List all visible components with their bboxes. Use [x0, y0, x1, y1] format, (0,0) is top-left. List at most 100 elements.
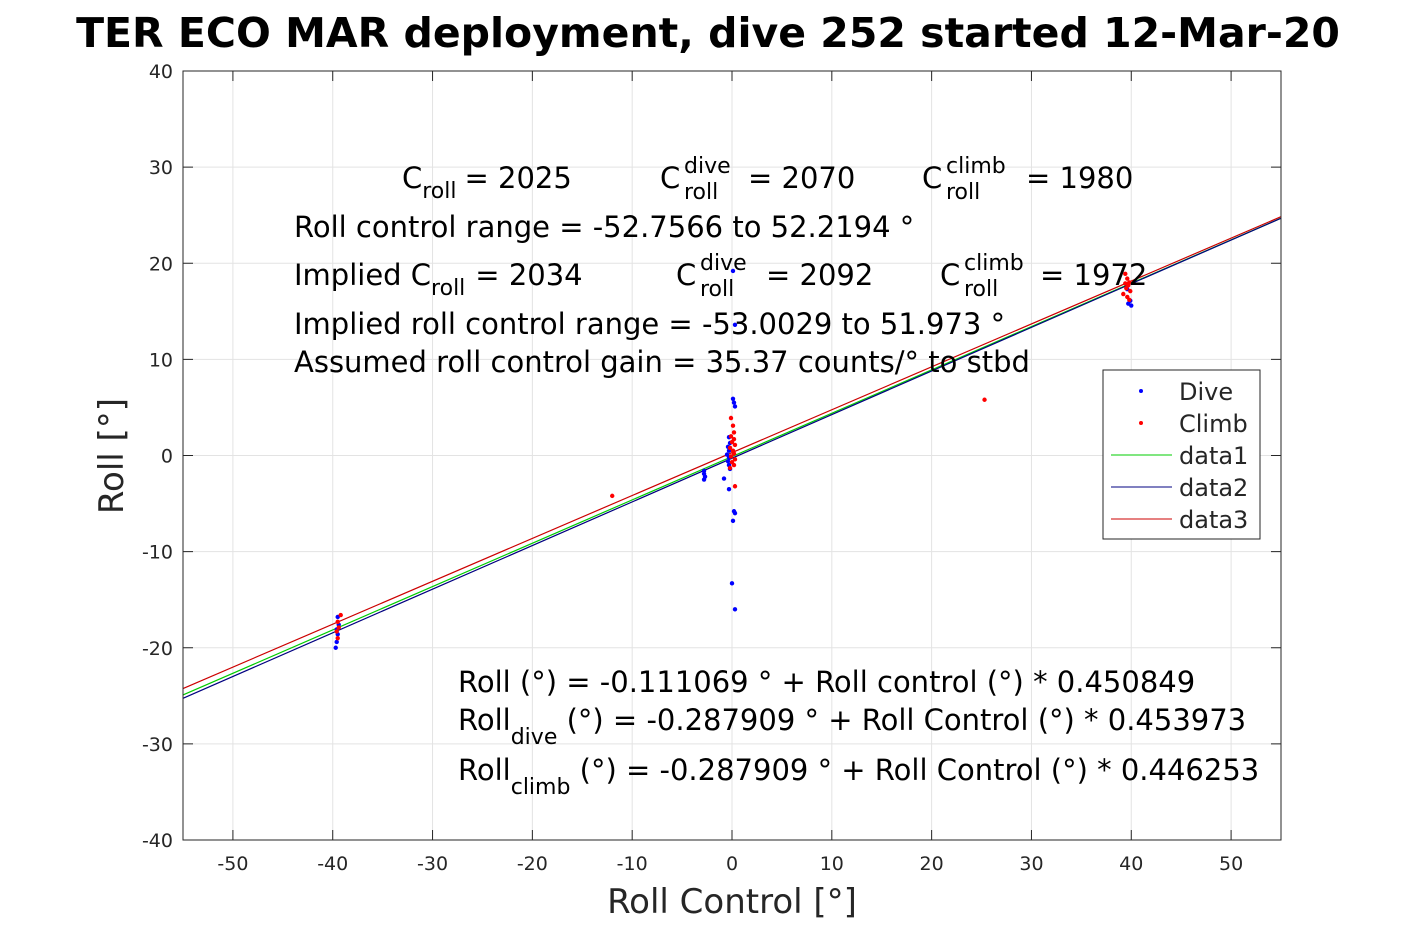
implied-c-roll-dive-sub: roll	[700, 277, 734, 302]
implied-c-roll-climb-sup: climb	[964, 251, 1024, 276]
climb-point	[731, 462, 737, 468]
climb-point	[727, 445, 733, 451]
x-tick-label: 50	[1219, 853, 1243, 875]
climb-point	[1127, 297, 1132, 302]
dive-point	[334, 639, 339, 645]
y-tick-label: 40	[149, 61, 173, 83]
c-roll-dive-sub: roll	[684, 180, 718, 205]
climb-point	[334, 629, 339, 634]
climb-point	[728, 434, 734, 439]
legend-climb-label: Climb	[1179, 410, 1248, 438]
x-tick-label: -10	[617, 853, 648, 875]
x-axis-label: Roll Control [°]	[607, 882, 857, 922]
calibration-annotations: Croll = 2025 C dive roll = 2070 C climb r…	[294, 154, 1147, 379]
climb-point	[1123, 271, 1128, 277]
climb-point	[982, 397, 987, 402]
implied-c-roll-dive-value: = 2092	[766, 258, 873, 292]
climb-point	[1123, 281, 1128, 286]
x-tick-label: 30	[1019, 853, 1043, 875]
implied-c-roll: Implied Croll = 2034	[294, 258, 583, 301]
legend-data2-label: data2	[1179, 474, 1248, 502]
dive-point	[726, 486, 732, 492]
equation-dive: Rolldive (°) = -0.287909 ° + Roll Contro…	[458, 703, 1246, 750]
dive-point	[732, 322, 738, 327]
climb-point	[610, 493, 615, 499]
dive-point	[732, 510, 738, 516]
x-tick-label: 10	[820, 853, 844, 875]
y-tick-label: -30	[142, 734, 173, 756]
x-tick-label: -50	[217, 853, 248, 875]
implied-c-roll-climb-value: = 1972	[1040, 258, 1147, 292]
climb-point	[732, 457, 738, 462]
x-tick-label: -40	[317, 853, 348, 875]
dive-point	[731, 400, 737, 405]
implied-c-roll-dive: C	[676, 258, 696, 292]
climb-point	[731, 430, 737, 435]
dive-point	[701, 477, 707, 482]
y-tick-label: 10	[149, 349, 173, 371]
climb-point	[732, 484, 738, 489]
y-tick-label: 0	[161, 446, 173, 468]
legend-climb-marker	[1139, 421, 1143, 425]
equation-climb: Rollclimb (°) = -0.287909 ° + Roll Contr…	[458, 753, 1259, 800]
climb-point	[727, 465, 733, 471]
x-tick-label: -30	[417, 853, 448, 875]
implied-c-roll-dive-sup: dive	[700, 251, 747, 276]
y-axis-label: Roll [°]	[92, 398, 132, 514]
dive-point	[730, 518, 736, 524]
implied-roll-control-range: Implied roll control range = -53.0029 to…	[294, 307, 1005, 341]
climb-point	[731, 451, 737, 456]
climb-point	[335, 619, 340, 624]
climb-point	[728, 454, 734, 459]
dive-point	[729, 581, 735, 586]
y-tick-label: -10	[142, 542, 173, 564]
c-roll-dive-sup: dive	[684, 154, 731, 179]
climb-point	[1121, 291, 1126, 297]
legend-dive-marker	[1139, 389, 1143, 393]
dive-point	[1129, 303, 1134, 308]
climb-point	[1124, 286, 1129, 291]
climb-point	[729, 439, 735, 445]
y-tick-label: 30	[149, 157, 173, 179]
dive-point	[333, 645, 338, 650]
x-tick-label: 0	[726, 853, 738, 875]
dive-point	[732, 404, 738, 409]
climb-point	[728, 415, 734, 421]
x-tick-label: -20	[517, 853, 548, 875]
x-tick-label: 20	[920, 853, 944, 875]
dive-point	[732, 607, 738, 612]
climb-point	[336, 625, 341, 630]
y-tick-label: 20	[149, 253, 173, 275]
c-roll-annotation: Croll = 2025	[402, 161, 572, 204]
climb-point	[730, 423, 736, 428]
legend-dive-label: Dive	[1179, 378, 1233, 406]
climb-point	[1125, 276, 1130, 281]
equation-all: Roll (°) = -0.111069 ° + Roll control (°…	[458, 665, 1195, 699]
figure-title: TER ECO MAR deployment, dive 252 started…	[76, 9, 1340, 57]
implied-c-roll-climb-sub: roll	[964, 277, 998, 302]
dive-point	[730, 268, 736, 274]
dive-point	[730, 396, 736, 401]
roll-control-range: Roll control range = -52.7566 to 52.2194…	[294, 210, 914, 244]
c-roll-climb-value: = 1980	[1026, 161, 1133, 195]
roll-control-gain: Assumed roll control gain = 35.37 counts…	[294, 345, 1030, 379]
dive-point	[721, 476, 727, 481]
c-roll-climb-annotation: C	[922, 161, 942, 195]
y-tick-label: -40	[142, 830, 173, 852]
y-tick-label: -20	[142, 638, 173, 660]
axis-ticks: -50 -40 -30 -20 -10 0 10 20 30 40 50 -40 -30 -20 -10 0 1…	[142, 61, 1281, 875]
c-roll-dive-annotation: C	[660, 161, 680, 195]
legend-data1-label: data1	[1179, 442, 1248, 470]
x-tick-label: 40	[1119, 853, 1143, 875]
c-roll-climb-sup: climb	[946, 154, 1006, 179]
legend-data3-label: data3	[1179, 506, 1248, 534]
scatter-points	[333, 268, 1134, 650]
axes-box	[182, 70, 1282, 841]
c-roll-dive-value: = 2070	[748, 161, 855, 195]
climb-point	[335, 635, 340, 641]
c-roll-climb-sub: roll	[946, 180, 980, 205]
climb-point	[1128, 288, 1133, 294]
legend: Dive Climb data1 data2 data3	[1102, 369, 1261, 540]
implied-c-roll-climb: C	[940, 258, 960, 292]
